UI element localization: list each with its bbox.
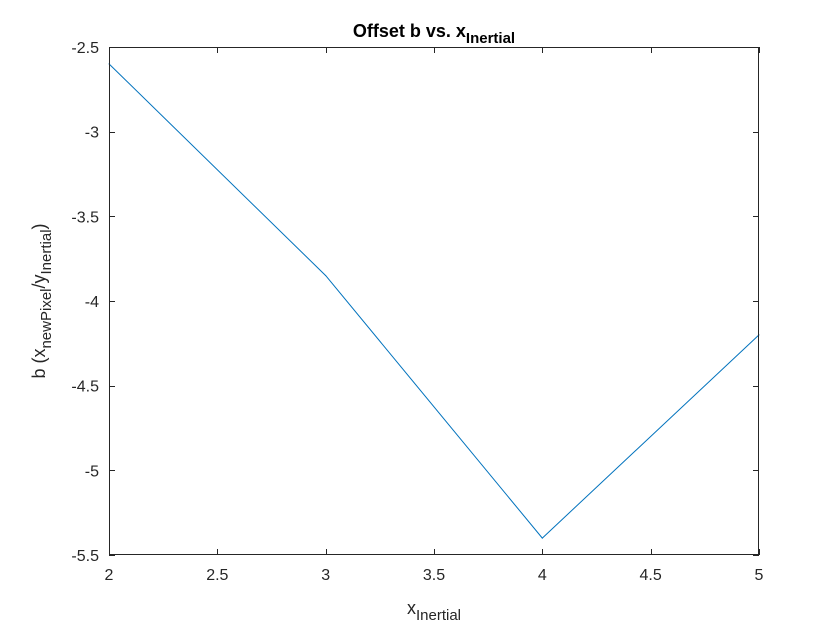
chart-title-main: Offset b vs. x [353, 21, 466, 41]
y-axis-label-mid: /y [29, 274, 49, 288]
y-axis-label-suffix: ) [29, 223, 49, 229]
x-axis-label-subscript: Inertial [416, 607, 461, 624]
series-point [541, 537, 543, 539]
y-axis-label-prefix: b (x [29, 349, 49, 379]
y-axis-label-sub2: Inertial [38, 229, 55, 274]
plot-area [109, 47, 759, 555]
x-tick-label: 3.5 [423, 567, 445, 584]
y-tick-label: -3.5 [71, 209, 99, 226]
y-tick-label: -4 [85, 294, 99, 311]
y-tick-label: -3 [85, 125, 99, 142]
series-point [325, 275, 327, 277]
chart-title: Offset b vs. xInertial [353, 21, 515, 47]
x-tick-labels: 2 2.5 3 3.5 4 4.5 5 [105, 567, 764, 584]
axes-box [109, 47, 759, 555]
y-tick-labels: -2.5 -3 -3.5 -4 -4.5 -5 -5.5 [71, 40, 99, 565]
x-tick-label: 3 [321, 567, 330, 584]
y-axis-label-sub1: newPixel [38, 289, 55, 349]
y-tick-label: -2.5 [71, 40, 99, 57]
x-tick-label: 5 [755, 567, 764, 584]
x-tick-label: 4 [538, 567, 547, 584]
y-tick-label: -5 [85, 463, 99, 480]
y-tick-label: -4.5 [71, 379, 99, 396]
x-tick-label: 2 [105, 567, 114, 584]
chart-title-subscript: Inertial [466, 30, 515, 47]
y-tick-label: -5.5 [71, 548, 99, 565]
x-axis-label: xInertial [407, 598, 461, 624]
y-axis-label: b (xnewPixel/yInertial) [29, 223, 55, 378]
x-tick-label: 4.5 [640, 567, 662, 584]
x-tick-label: 2.5 [206, 567, 228, 584]
x-axis-label-main: x [407, 598, 416, 618]
series-line [108, 63, 760, 539]
